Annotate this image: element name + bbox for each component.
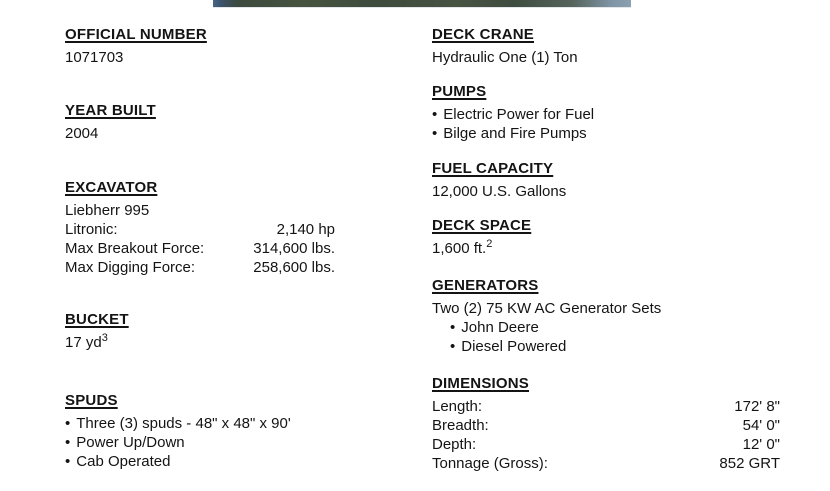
section-deck-space: DECK SPACE 1,600 ft.2 <box>432 216 531 258</box>
bullet-icon: • <box>432 125 438 142</box>
excavator-row: Litronic: 2,140 hp <box>65 220 335 239</box>
dimensions-row: Tonnage (Gross): 852 GRT <box>432 454 780 473</box>
dimensions-row-value: 852 GRT <box>719 455 780 472</box>
section-official-number: OFFICIAL NUMBER 1071703 <box>65 25 207 67</box>
section-bucket: BUCKET 17 yd3 <box>65 310 129 352</box>
excavator-row-label: Max Digging Force: <box>65 259 196 276</box>
spuds-heading: SPUDS <box>65 392 118 409</box>
section-deck-crane: DECK CRANE Hydraulic One (1) Ton <box>432 25 578 67</box>
excavator-heading: EXCAVATOR <box>65 179 158 196</box>
spuds-item-text: Power Up/Down <box>76 434 185 451</box>
generators-item: • Diesel Powered <box>432 337 661 356</box>
bucket-value: 17 yd3 <box>65 333 129 352</box>
excavator-row-value: 2,140 hp <box>276 221 335 238</box>
deck-crane-heading: DECK CRANE <box>432 26 535 43</box>
spuds-item-text: Cab Operated <box>76 453 171 470</box>
bullet-icon: • <box>450 338 456 355</box>
photo-bottom-strip <box>213 0 631 8</box>
dimensions-row-label: Length: <box>432 398 483 415</box>
excavator-row-value: 314,600 lbs. <box>253 240 335 257</box>
section-generators: GENERATORS Two (2) 75 KW AC Generator Se… <box>432 276 661 356</box>
bucket-heading: BUCKET <box>65 311 129 328</box>
generators-item-text: John Deere <box>461 319 539 336</box>
bullet-icon: • <box>450 319 456 336</box>
dimensions-row-value: 172' 8" <box>734 398 780 415</box>
fuel-capacity-heading: FUEL CAPACITY <box>432 160 554 177</box>
dimensions-row-label: Depth: <box>432 436 477 453</box>
spuds-item: • Power Up/Down <box>65 433 291 452</box>
bucket-value-text: 17 yd <box>65 334 102 351</box>
spuds-item-text: Three (3) spuds - 48" x 48" x 90' <box>76 415 291 432</box>
official-number-value: 1071703 <box>65 49 124 66</box>
bullet-icon: • <box>65 415 71 432</box>
generators-item-text: Diesel Powered <box>461 338 567 355</box>
year-built-heading: YEAR BUILT <box>65 102 156 119</box>
excavator-row-label: Litronic: <box>65 221 118 238</box>
pumps-heading: PUMPS <box>432 83 487 100</box>
section-pumps: PUMPS • Electric Power for Fuel • Bilge an… <box>432 82 594 143</box>
dimensions-row-label: Tonnage (Gross): <box>432 455 548 472</box>
excavator-row-label: Max Breakout Force: <box>65 240 205 257</box>
pumps-item-text: Electric Power for Fuel <box>443 106 595 123</box>
dimensions-row-value: 12' 0" <box>742 436 780 453</box>
generators-heading: GENERATORS <box>432 277 539 294</box>
section-dimensions: DIMENSIONS Length: 172' 8" Breadth: 54' … <box>432 374 780 473</box>
official-number-heading: OFFICIAL NUMBER <box>65 26 207 43</box>
excavator-row: Max Breakout Force: 314,600 lbs. <box>65 239 335 258</box>
generators-value: Two (2) 75 KW AC Generator Sets <box>432 300 662 317</box>
deck-space-value-superscript: 2 <box>486 238 493 250</box>
fuel-capacity-value: 12,000 U.S. Gallons <box>432 183 567 200</box>
section-excavator: EXCAVATOR Liebherr 995 Litronic: 2,140 h… <box>65 178 335 277</box>
section-fuel-capacity: FUEL CAPACITY 12,000 U.S. Gallons <box>432 159 566 201</box>
pumps-item: • Bilge and Fire Pumps <box>432 124 594 143</box>
bullet-icon: • <box>432 106 438 123</box>
dimensions-row-label: Breadth: <box>432 417 489 434</box>
dimensions-row-value: 54' 0" <box>742 417 780 434</box>
section-spuds: SPUDS • Three (3) spuds - 48" x 48" x 90'… <box>65 391 291 471</box>
deck-space-value-text: 1,600 ft. <box>432 240 487 257</box>
deck-space-value: 1,600 ft.2 <box>432 239 531 258</box>
generators-item: • John Deere <box>432 318 661 337</box>
excavator-model: Liebherr 995 <box>65 202 150 219</box>
dimensions-heading: DIMENSIONS <box>432 375 530 392</box>
spuds-item: • Three (3) spuds - 48" x 48" x 90' <box>65 414 291 433</box>
pumps-item-text: Bilge and Fire Pumps <box>443 125 587 142</box>
bullet-icon: • <box>65 434 71 451</box>
excavator-row-value: 258,600 lbs. <box>253 259 335 276</box>
excavator-row: Max Digging Force: 258,600 lbs. <box>65 258 335 277</box>
bucket-value-superscript: 3 <box>101 332 108 344</box>
bullet-icon: • <box>65 453 71 470</box>
deck-space-heading: DECK SPACE <box>432 217 532 234</box>
pumps-item: • Electric Power for Fuel <box>432 105 594 124</box>
year-built-value: 2004 <box>65 125 99 142</box>
dimensions-row: Depth: 12' 0" <box>432 435 780 454</box>
deck-crane-value: Hydraulic One (1) Ton <box>432 49 578 66</box>
dimensions-row: Breadth: 54' 0" <box>432 416 780 435</box>
spuds-item: • Cab Operated <box>65 452 291 471</box>
dimensions-row: Length: 172' 8" <box>432 397 780 416</box>
section-year-built: YEAR BUILT 2004 <box>65 101 156 143</box>
